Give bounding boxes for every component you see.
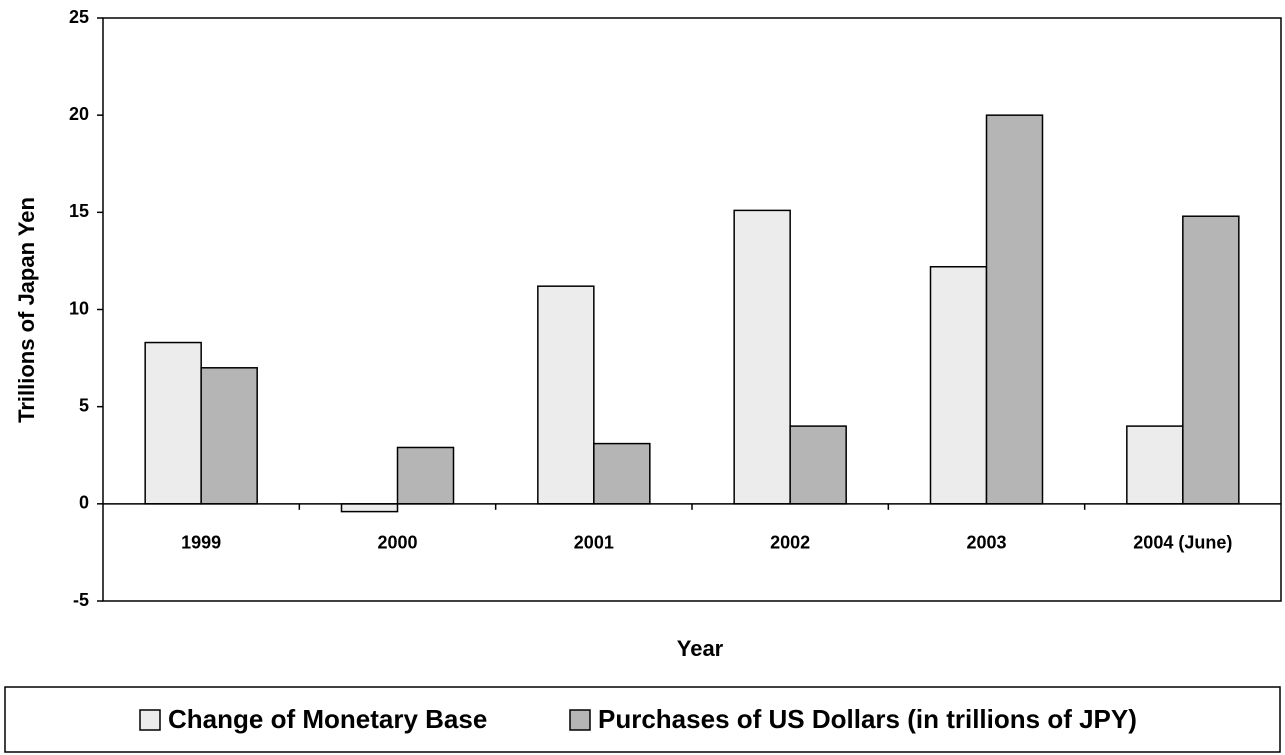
y-tick-label: 5 [79, 395, 89, 415]
legend: Change of Monetary Base Purchases of US D… [139, 704, 1137, 734]
bar [144, 341, 202, 505]
legend-swatch [569, 709, 591, 731]
bar [985, 114, 1044, 505]
bar [789, 425, 847, 505]
bar [593, 442, 651, 505]
y-tick-label: -5 [73, 590, 89, 610]
legend-label: Change of Monetary Base [168, 704, 487, 734]
bar [340, 503, 399, 513]
x-tick-label: 2003 [966, 533, 1006, 553]
legend-box [4, 686, 1281, 753]
legend-label: Purchases of US Dollars (in trillions of… [598, 704, 1137, 734]
x-tick-label: 1999 [181, 533, 221, 553]
bar [200, 367, 258, 505]
y-tick-label: 25 [69, 7, 89, 27]
x-tick-label: 2004 (June) [1133, 533, 1232, 553]
y-tick-label: 10 [69, 298, 89, 318]
y-axis-title: Trillions of Japan Yen [14, 197, 39, 423]
legend-swatch [139, 709, 161, 731]
y-tick-label: 20 [69, 104, 89, 124]
y-tick-label: 15 [69, 201, 89, 221]
x-tick-label: 2002 [770, 533, 810, 553]
x-axis-title: Year [677, 636, 724, 661]
plot-area [102, 17, 1282, 602]
x-tick-label: 2000 [377, 533, 417, 553]
bar [396, 446, 455, 505]
bar [537, 285, 595, 505]
bar [1126, 425, 1184, 505]
bar [1182, 215, 1240, 505]
x-tick-label: 2001 [574, 533, 614, 553]
y-tick-label: 0 [79, 493, 89, 513]
bar [929, 265, 988, 505]
bar [733, 209, 791, 505]
